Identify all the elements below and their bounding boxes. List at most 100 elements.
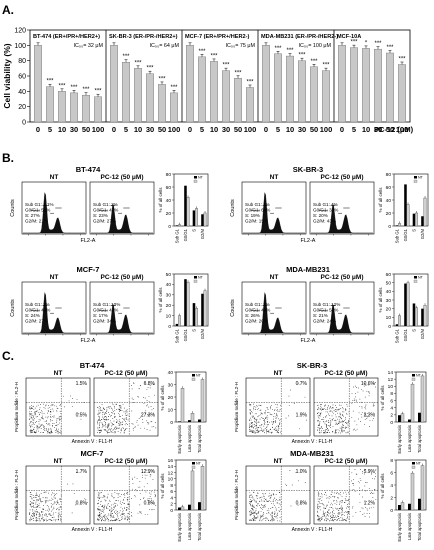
cycle-nt-bar xyxy=(201,293,204,326)
cell-line-title: SK-BR-3 xyxy=(293,165,323,174)
phase-stat: G0/G1: 33% xyxy=(313,207,338,212)
legend-nt-swatch xyxy=(412,462,415,465)
event-dots xyxy=(249,382,307,434)
phase-stat: G0/G1: 43% xyxy=(25,307,50,312)
y-tick-label: 80 xyxy=(166,172,172,178)
cycle-nt-bar xyxy=(192,303,196,326)
y-tick-label: 6 xyxy=(170,489,173,495)
pc12-title: PC-12 (50 μM) xyxy=(325,458,368,465)
apoptosis-group: MCF-7 NT PC-12 (50 μM) Propidium Iodide : F… xyxy=(14,449,207,542)
legend-nt-swatch xyxy=(192,374,195,377)
cycle-pc12-bar xyxy=(203,290,207,327)
y-tick-label: 30 xyxy=(168,382,174,388)
legend-nt-label: NT xyxy=(418,176,424,180)
legend-pc12-swatch xyxy=(193,279,198,283)
legend-pc12-swatch xyxy=(411,377,416,381)
apoptosis-group: SK-BR-3 NT PC-12 (50 μM) Propidium Iodide :… xyxy=(234,361,427,454)
category-label: G2/M xyxy=(420,229,425,240)
phase-stat: S: 19% xyxy=(245,213,260,218)
y-tick-label: 10 xyxy=(168,407,174,413)
legend-pc12-swatch xyxy=(193,179,198,183)
apoptosis-nt-bar xyxy=(398,505,401,510)
quadrant-ur-pct: 0.7% xyxy=(296,381,308,387)
y-axis-label: Cell viability (%) xyxy=(2,43,12,108)
y-tick-label: 20 xyxy=(166,303,172,309)
y-tick-label: 0 xyxy=(168,324,171,330)
viability-bar xyxy=(350,47,358,123)
y-tick-label: 0 xyxy=(170,508,173,514)
phase-stat: G2/M: 43% xyxy=(313,218,336,223)
nt-title: NT xyxy=(50,174,59,181)
cell-line-title: MDA-MB231 xyxy=(290,449,334,458)
apoptosis-group: BT-474 NT PC-12 (50 μM) Propidium Iodide : … xyxy=(14,361,207,454)
y-tick-label: 0 xyxy=(22,120,26,127)
dose-label: 10 xyxy=(210,125,218,134)
significance-stars: *** xyxy=(374,41,382,47)
category-label: Sub G1 xyxy=(174,328,179,343)
histogram-frame xyxy=(309,181,375,235)
quadrant-ur-pct: 12.9% xyxy=(141,469,156,475)
phase-stat: G0/G1: 49% xyxy=(245,307,270,312)
dose-label: 0 xyxy=(188,125,192,134)
viability-bar xyxy=(146,73,154,123)
event-dots xyxy=(97,382,157,434)
dose-label: 30 xyxy=(298,125,306,134)
quadrant-lr-pct: 1.9% xyxy=(296,412,308,418)
viability-bar xyxy=(210,61,218,123)
y-tick-label: 40 xyxy=(168,370,174,376)
apoptosis-pc12-bar xyxy=(200,466,205,511)
nt-title: NT xyxy=(274,458,283,465)
dose-label: 100 xyxy=(168,125,181,134)
legend-nt-label: NT xyxy=(416,462,422,466)
cell-line-title: BT-474 xyxy=(76,165,101,174)
y-tick-label: 12 xyxy=(168,470,174,476)
y-tick-label: 20 xyxy=(18,104,26,111)
category-label: Total apoptosis xyxy=(197,425,202,453)
group-title: MCF-10A xyxy=(337,34,361,40)
dose-label: 5 xyxy=(48,125,52,134)
event-dots xyxy=(29,471,88,522)
y-tick-label: 10 xyxy=(386,315,392,321)
viability-bar xyxy=(322,70,330,123)
dose-label: 100 xyxy=(244,125,257,134)
significance-stars: *** xyxy=(398,57,406,63)
legend-nt-swatch xyxy=(412,374,415,377)
histogram-frame xyxy=(241,281,307,335)
category-label: Late apoptosis xyxy=(407,513,412,540)
y-tick-label: 40 xyxy=(166,198,172,204)
cycle-nt-bar xyxy=(184,185,187,226)
cycle-pc12-bar xyxy=(195,208,198,227)
quadrant-ur-pct: 1.5% xyxy=(76,381,88,387)
phase-stat: Sub G1: 4% xyxy=(313,202,338,207)
y-tick-label: 12 xyxy=(388,377,394,383)
significance-stars: *** xyxy=(222,63,230,69)
category-label: S xyxy=(191,229,196,232)
cycle-nt-bar xyxy=(412,213,416,226)
legend-pc12-swatch xyxy=(191,377,196,381)
annexin-label: Annexin V : FL1-H xyxy=(72,527,113,533)
y-tick-label: 20 xyxy=(386,306,392,312)
y-tick-label: 0 xyxy=(170,420,173,426)
cycle-nt-bar xyxy=(404,283,407,326)
ic50-label: IC₅₀= 64 μM xyxy=(149,43,179,49)
legend-pc12-swatch xyxy=(191,465,196,469)
legend-nt-label: NT xyxy=(416,374,422,378)
bar-y-label: % of all cells xyxy=(380,473,385,499)
y-tick-label: 14 xyxy=(168,464,174,470)
cycle-pc12-bar xyxy=(406,282,410,327)
y-tick-label: 40 xyxy=(166,282,172,288)
apoptosis-pc12-bar xyxy=(400,502,405,511)
y-tick-label: 0 xyxy=(390,420,393,426)
significance-stars: *** xyxy=(310,59,318,65)
nt-title: NT xyxy=(54,370,63,377)
histogram-frame xyxy=(89,181,155,235)
category-label: Sub G1 xyxy=(174,228,179,243)
apoptosis-nt-bar xyxy=(398,415,401,422)
category-label: Early apoptosis xyxy=(177,513,182,542)
cycle-pc12-bar xyxy=(423,305,427,327)
fl2a-label: FL2-A xyxy=(301,238,316,244)
propidium-label: Propidium Iodide : FL2-H xyxy=(234,382,239,432)
phase-stat: Sub G1: 1.1% xyxy=(25,202,54,207)
